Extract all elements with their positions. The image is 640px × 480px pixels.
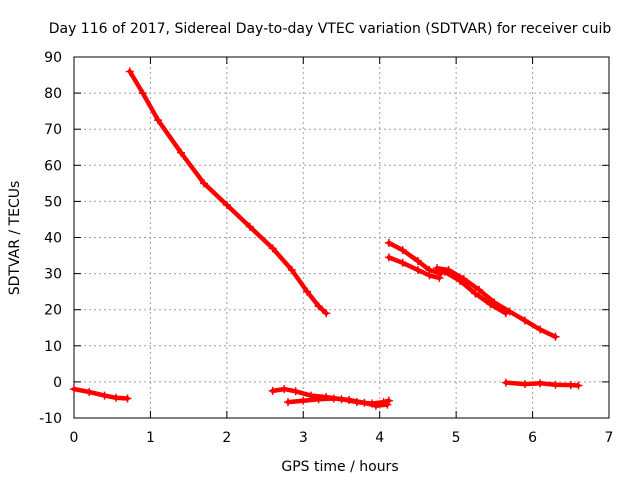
chart-title: Day 116 of 2017, Sidereal Day-to-day VTE… — [49, 21, 612, 37]
y-tick-labels: -10 0 10 20 30 40 50 60 70 80 90 — [39, 50, 62, 427]
data-point — [536, 379, 545, 388]
data-point — [520, 380, 529, 389]
data-point — [85, 388, 94, 397]
data-point — [222, 201, 231, 210]
data-point — [287, 265, 296, 274]
data-point — [566, 381, 575, 390]
data-series — [70, 67, 583, 410]
x-tick-label: 1 — [146, 430, 155, 446]
y-tick-label: 50 — [44, 194, 62, 210]
data-point — [177, 148, 185, 157]
data-point — [435, 273, 444, 282]
data-point — [398, 258, 407, 267]
data-point — [291, 387, 300, 396]
data-point — [70, 385, 78, 394]
series-arc-8 — [440, 267, 510, 318]
x-tick-labels: 0 1 2 3 4 5 6 7 — [70, 430, 614, 446]
data-point — [100, 391, 109, 400]
data-point — [303, 287, 312, 296]
data-point — [536, 325, 545, 334]
data-point — [299, 396, 308, 405]
y-tick-label: 20 — [44, 303, 62, 319]
data-point — [199, 179, 208, 188]
data-point — [413, 256, 422, 265]
data-point — [329, 394, 338, 403]
x-tick-label: 3 — [299, 430, 308, 446]
x-tick-label: 2 — [222, 430, 231, 446]
data-point — [384, 253, 393, 262]
y-tick-label: 80 — [44, 86, 62, 102]
data-point — [360, 398, 369, 407]
data-point — [486, 300, 495, 309]
data-point — [125, 67, 134, 76]
data-point — [471, 289, 480, 298]
y-tick-label: 70 — [44, 122, 62, 138]
data-point — [574, 381, 583, 390]
series-arc-6 — [384, 253, 444, 282]
data-point — [112, 393, 121, 402]
series-arc-9 — [501, 378, 583, 390]
data-point — [501, 378, 510, 387]
series-arc-2 — [125, 67, 331, 318]
data-point — [245, 222, 254, 231]
data-point — [433, 264, 442, 273]
data-point — [322, 309, 331, 318]
data-point — [280, 385, 289, 394]
y-tick-label: 10 — [44, 339, 62, 355]
x-tick-label: 5 — [452, 430, 461, 446]
data-point — [314, 395, 323, 404]
data-point — [398, 246, 407, 255]
x-tick-label: 6 — [528, 430, 537, 446]
series-arc-1 — [70, 385, 132, 403]
data-point — [154, 116, 163, 125]
data-point — [314, 302, 323, 311]
series-arc-4 — [284, 394, 392, 410]
data-point — [123, 394, 132, 403]
series-arc-5 — [384, 238, 445, 278]
axis-ticks — [73, 56, 610, 419]
data-point — [455, 276, 464, 285]
data-point — [520, 316, 529, 325]
data-point — [383, 400, 392, 409]
data-point — [345, 395, 354, 404]
y-tick-label: 60 — [44, 158, 62, 174]
y-tick-label: 0 — [53, 375, 62, 391]
data-point — [501, 309, 510, 318]
data-point — [551, 380, 560, 389]
x-tick-label: 0 — [70, 430, 79, 446]
y-tick-label: -10 — [39, 411, 62, 427]
x-tick-label: 7 — [605, 430, 614, 446]
y-axis-label: SDTVAR / TECUs — [7, 181, 23, 296]
data-point — [425, 271, 434, 280]
y-tick-label: 90 — [44, 50, 62, 66]
x-tick-label: 4 — [375, 430, 384, 446]
data-point — [551, 332, 560, 341]
series-line — [127, 69, 329, 316]
data-point — [284, 398, 292, 407]
data-point — [268, 244, 277, 253]
data-point — [413, 265, 422, 274]
data-point — [440, 267, 449, 276]
data-point — [268, 386, 277, 395]
y-tick-label: 40 — [44, 231, 62, 247]
x-axis-label: GPS time / hours — [281, 459, 398, 475]
y-tick-label: 30 — [44, 267, 62, 283]
data-point — [371, 401, 380, 410]
data-point — [475, 285, 484, 294]
data-point — [384, 238, 393, 247]
data-point — [138, 89, 147, 98]
